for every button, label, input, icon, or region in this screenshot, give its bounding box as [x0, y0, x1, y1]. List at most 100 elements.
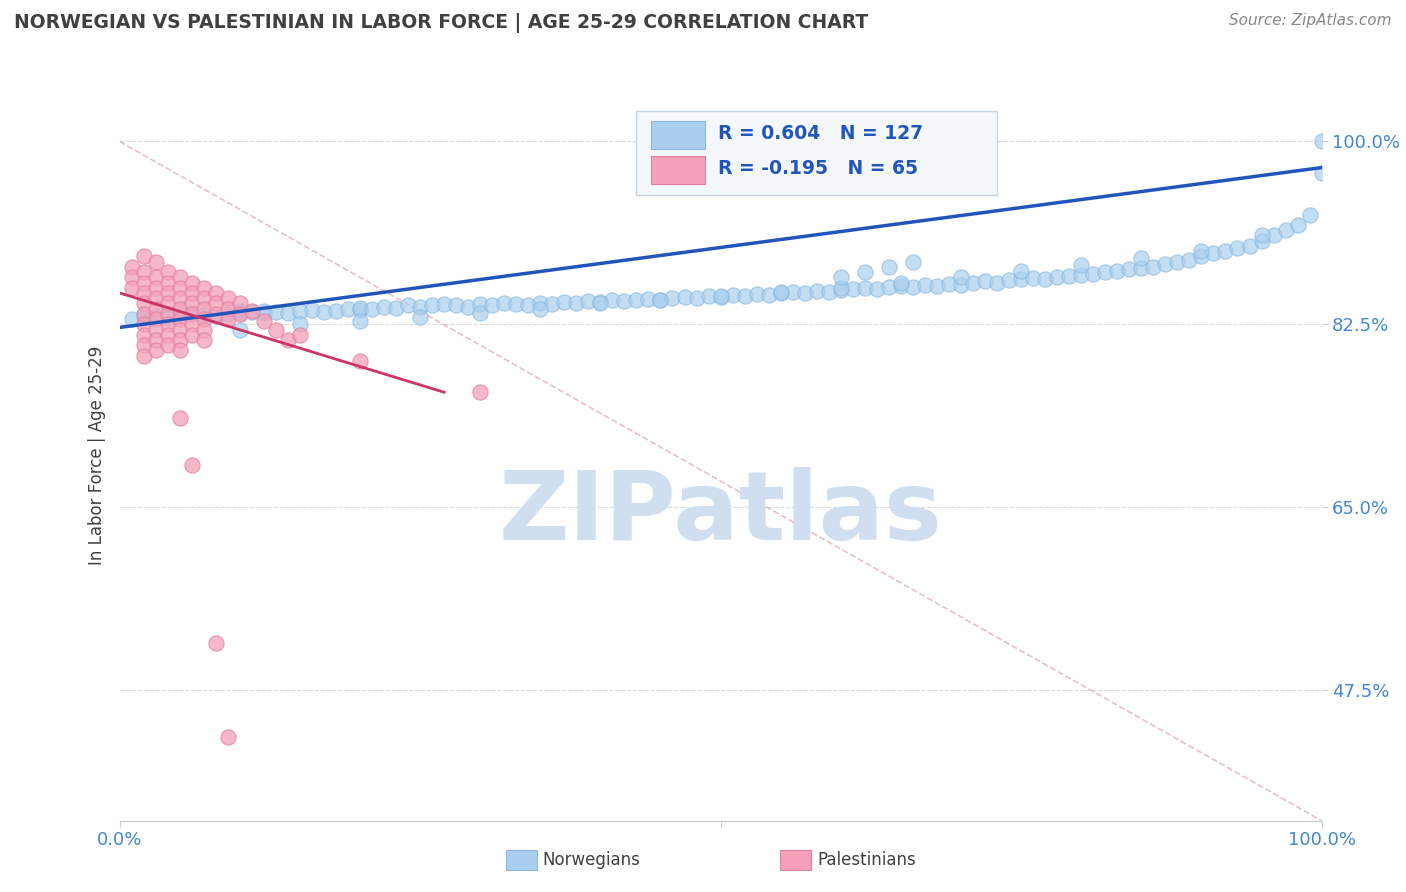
Point: [433, 297, 456, 311]
Point: [180, 327, 202, 342]
Point: [769, 285, 792, 299]
Point: [361, 301, 384, 316]
Point: [253, 306, 276, 320]
Point: [264, 305, 287, 319]
Point: [769, 285, 792, 300]
Point: [409, 300, 432, 314]
Point: [264, 322, 287, 336]
Point: [228, 303, 252, 318]
Point: [180, 458, 202, 473]
Point: [1202, 246, 1225, 260]
Point: [277, 333, 299, 347]
Point: [145, 301, 167, 316]
Point: [949, 277, 972, 292]
Point: [145, 333, 167, 347]
Point: [650, 293, 672, 308]
Point: [169, 312, 191, 326]
Point: [336, 301, 359, 316]
Point: [253, 303, 276, 318]
Point: [1070, 258, 1092, 272]
Point: [949, 270, 972, 285]
Point: [156, 338, 179, 352]
Point: [673, 290, 696, 304]
Point: [169, 333, 191, 347]
Point: [1189, 244, 1212, 259]
Point: [312, 305, 335, 319]
Y-axis label: In Labor Force | Age 25-29: In Labor Force | Age 25-29: [87, 345, 105, 565]
Point: [349, 301, 371, 315]
Point: [277, 306, 299, 320]
Point: [877, 279, 900, 293]
Point: [193, 333, 215, 347]
Point: [193, 291, 215, 305]
Point: [1263, 228, 1285, 243]
Point: [1118, 261, 1140, 276]
Point: [240, 305, 263, 319]
Point: [180, 285, 202, 300]
Point: [145, 312, 167, 326]
Text: R = 0.604   N = 127: R = 0.604 N = 127: [718, 124, 924, 143]
Point: [349, 314, 371, 328]
Point: [240, 303, 263, 318]
Point: [1033, 272, 1056, 286]
Point: [253, 314, 276, 328]
Point: [204, 309, 226, 323]
Point: [1215, 244, 1237, 259]
Point: [1310, 166, 1333, 180]
Point: [468, 297, 492, 311]
Point: [589, 295, 612, 310]
Point: [901, 279, 924, 293]
Point: [156, 311, 179, 326]
Point: [325, 303, 347, 318]
Point: [806, 284, 828, 298]
Point: [204, 285, 226, 300]
Point: [132, 310, 155, 324]
Point: [661, 291, 683, 305]
Point: [830, 283, 852, 297]
Point: [974, 275, 997, 289]
Point: [1070, 268, 1092, 283]
Point: [169, 281, 191, 295]
Point: [180, 276, 202, 290]
Point: [228, 306, 252, 320]
Point: [986, 276, 1008, 290]
Point: [156, 327, 179, 342]
Point: [204, 307, 226, 321]
Point: [217, 312, 239, 326]
Point: [132, 349, 155, 363]
Point: [1083, 267, 1105, 281]
Point: [457, 300, 479, 314]
Point: [132, 296, 155, 310]
Point: [613, 294, 636, 309]
Text: R = -0.195   N = 65: R = -0.195 N = 65: [718, 159, 918, 178]
Point: [132, 285, 155, 300]
Point: [529, 301, 551, 316]
Point: [169, 307, 191, 321]
Point: [602, 293, 624, 308]
Point: [637, 292, 659, 306]
Point: [890, 278, 912, 293]
Point: [180, 296, 202, 310]
Point: [1022, 271, 1045, 285]
Point: [373, 300, 395, 314]
Point: [1310, 135, 1333, 149]
Point: [420, 298, 443, 312]
Point: [156, 296, 179, 310]
Point: [217, 301, 239, 316]
Point: [169, 343, 191, 358]
Point: [721, 288, 744, 302]
Point: [1226, 241, 1249, 255]
Point: [1274, 223, 1296, 237]
Text: Palestinians: Palestinians: [817, 851, 915, 869]
Point: [1154, 257, 1177, 271]
Point: [145, 343, 167, 358]
Text: NORWEGIAN VS PALESTINIAN IN LABOR FORCE | AGE 25-29 CORRELATION CHART: NORWEGIAN VS PALESTINIAN IN LABOR FORCE …: [14, 13, 869, 33]
Point: [169, 301, 191, 316]
Point: [494, 296, 516, 310]
FancyBboxPatch shape: [651, 156, 704, 185]
Point: [193, 308, 215, 322]
Point: [830, 270, 852, 285]
Point: [193, 281, 215, 295]
Point: [121, 270, 143, 285]
Point: [685, 291, 707, 305]
